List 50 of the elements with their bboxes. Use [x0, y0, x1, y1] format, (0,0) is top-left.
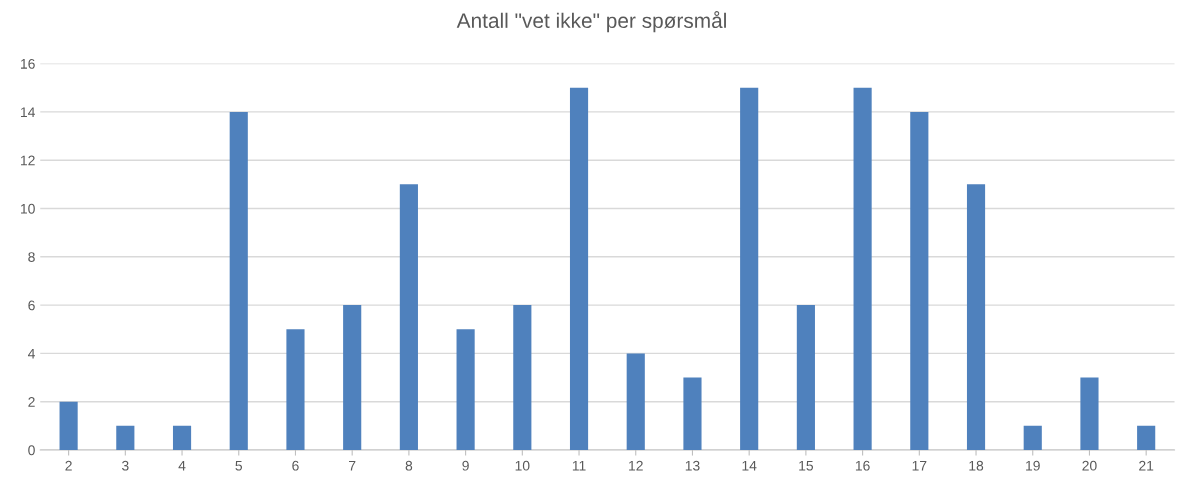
bar [513, 305, 532, 450]
x-tick-label: 21 [1139, 460, 1154, 471]
y-tick-label: 16 [21, 58, 35, 69]
bar [116, 425, 135, 450]
x-tick-label: 11 [572, 460, 586, 471]
x-tick-label: 17 [912, 460, 927, 471]
x-tick-label: 5 [235, 460, 243, 471]
bar [569, 87, 589, 450]
y-tick-label: 10 [21, 203, 35, 214]
x-tick-label: 19 [1026, 460, 1040, 471]
bar [456, 329, 475, 450]
x-tick-label: 4 [178, 460, 186, 471]
bar [853, 87, 872, 450]
x-tick-label: 8 [405, 460, 413, 471]
bar [229, 111, 248, 450]
x-tick-label: 2 [65, 460, 72, 471]
bar [1137, 425, 1156, 450]
x-tick-label: 3 [121, 460, 129, 471]
bar [910, 111, 929, 450]
y-tick-label: 12 [21, 155, 35, 166]
chart-title: Antall "vet ikke" per spørsmål [456, 11, 726, 33]
bar [343, 305, 362, 450]
bar [626, 353, 645, 450]
bar [1023, 425, 1042, 450]
y-tick-label: 4 [27, 348, 35, 359]
x-tick-label: 18 [969, 460, 984, 471]
bar [740, 87, 759, 450]
bar [796, 305, 815, 450]
y-tick-label: 6 [28, 300, 35, 311]
x-tick-label: 7 [349, 460, 356, 471]
x-tick-label: 13 [685, 460, 700, 471]
bar [59, 401, 78, 450]
bar [172, 425, 192, 450]
x-tick-label: 6 [292, 460, 299, 471]
y-tick-label: 0 [28, 445, 35, 456]
x-tick-label: 9 [462, 460, 469, 471]
x-tick-label: 12 [629, 460, 643, 471]
x-tick-label: 14 [742, 460, 757, 471]
bar [966, 184, 986, 450]
x-tick-label: 10 [515, 460, 530, 471]
bar [1080, 377, 1099, 450]
y-tick-label: 2 [28, 397, 35, 407]
y-tick-label: 14 [21, 107, 35, 117]
y-tick-label: 8 [28, 252, 35, 262]
bar [286, 329, 305, 450]
bar [683, 377, 702, 450]
x-tick-label: 15 [799, 460, 814, 471]
x-tick-label: 20 [1082, 460, 1097, 471]
bar [399, 184, 418, 450]
x-tick-label: 16 [855, 460, 870, 471]
